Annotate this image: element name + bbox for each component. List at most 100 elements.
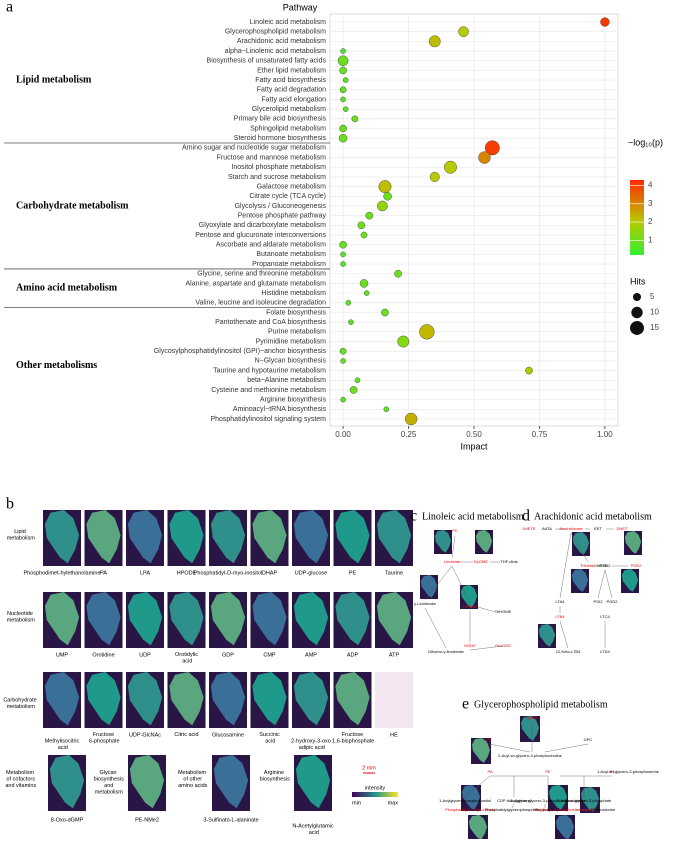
node-label: TriHOME [495,609,512,614]
tissue-image [621,569,639,592]
image-label: ADP [347,652,359,658]
bubble [404,412,418,426]
bubble [339,66,347,75]
bubble [348,319,354,325]
group-label: Carbohydrate metabolism [16,200,129,211]
y-tick-label: Glycine, serine and threonine metabolism [197,271,326,278]
node-label: EET [594,526,602,531]
image-label: PE [349,570,357,576]
y-tick-label: Amino sugar and nucleotide sugar metabol… [182,145,326,152]
y-tick-label: alpha−Linolenic acid metabolism [225,48,327,55]
arrow [544,743,589,753]
bubble [429,171,440,182]
tissue-image [434,530,452,553]
panel-label: c [410,508,417,525]
panel-title: Linoleic acid metabolism [422,511,524,522]
image-label: HE [390,732,398,738]
y-tick-label: Pentose and glucuronate interconversions [195,232,326,239]
image-label: 2-hydroxy-3-oxo adipic acid [291,739,331,752]
arrow [597,569,606,599]
arrow [451,565,471,604]
node-label: EpOME [474,559,488,564]
intensity-max: max [388,800,399,806]
colorbar-tick-label: 4 [648,181,653,190]
image-label: HPODE [177,570,197,576]
node-label: DHET [617,526,628,531]
node-label: PC [452,528,458,533]
node-label: HPODE [463,604,478,609]
y-axis-title: Pathway [283,2,318,12]
node-label: 12-Keto-LTB4 [556,649,581,654]
size-legend-title: Hits [630,276,646,286]
tissue-image [293,510,329,564]
node-label: PGD2 [607,599,619,604]
arrow [604,569,613,599]
tissue-image [469,815,487,840]
tissue-image [521,716,539,741]
tissue-image [44,510,80,564]
tissue-image [252,592,287,646]
image-label: Glucosamine [212,732,244,738]
y-tick-label: Fatty acid degradation [257,87,326,94]
intensity-bar [352,792,398,797]
node-label: PS [609,769,615,774]
tissue-image [376,510,412,564]
node-label: LTC4 [600,614,610,619]
arrow [488,743,531,753]
tissue-image [252,510,287,564]
y-tick-label: Propanoate metabolism [252,261,326,268]
colorbar-tick-label: 1 [648,235,653,244]
bubble [363,290,370,296]
tissue-image [624,531,642,554]
panel-label: a [6,0,13,16]
bubble [340,96,346,103]
tissue-image [538,624,556,647]
tissue-image [556,815,574,840]
bubble [444,160,457,174]
arrow [570,532,589,563]
node-label: THbetaA [580,563,596,568]
node-label: LTA4 [556,599,566,604]
y-tick-label: Fatty acid biosynthesis [255,77,326,84]
node-label: THF-diols [500,559,517,564]
y-tick-label: Cysteine and methionine metabolism [211,387,326,394]
y-tick-label: Glyoxylate and dicarboxylate metabolism [199,222,326,229]
image-label: N-Acetylglutamic acid [292,824,334,837]
node-label: 2-Acyl-sn-glycero-3-phosphocholine [498,753,563,758]
bubble [342,106,349,112]
bubble [397,335,410,348]
y-tick-label: Purine metabolism [268,329,326,336]
bubble [338,133,348,143]
tissue-image [295,755,331,809]
y-tick-label: Linoleic acid metabolism [250,19,326,26]
node-label: PGI2 [593,599,603,604]
y-tick-label: Aminoacyl−tRNA biosynthesis [233,406,327,413]
bubble [419,324,435,340]
image-label: Orotidylic acid [175,652,198,665]
image-label: UDP-glucose [295,570,327,576]
node-label: PGH2 [600,563,612,568]
y-tick-label: Fatty acid elongation [261,96,326,103]
bubble [340,261,346,267]
image-label: DHAP [262,570,278,576]
image-label: PA [100,570,107,576]
tissue-image [213,755,249,809]
node-label: 2-Acyl-sn-glycero-3-phosphate [557,798,612,803]
tissue-image [127,672,163,726]
arrow [464,775,491,798]
y-tick-label: Histidine metabolism [261,290,326,297]
intensity-title: intensity [365,785,385,791]
tissue-image [210,672,246,726]
y-tick-label: Citrate cycle (TCA cycle) [249,193,326,200]
arrow [559,532,572,599]
bubble [359,279,369,288]
bubble [349,386,358,394]
y-tick-label: Pantothenate and CoA biosynthesis [215,319,326,326]
tissue-image [44,592,80,646]
y-tick-label: Primary bile acid biosynthesis [234,116,327,123]
row-label: Lipid metabolism [5,529,35,542]
bubble [428,35,441,48]
bubble [339,86,347,94]
tissue-image [335,592,370,646]
he-image [375,672,413,728]
